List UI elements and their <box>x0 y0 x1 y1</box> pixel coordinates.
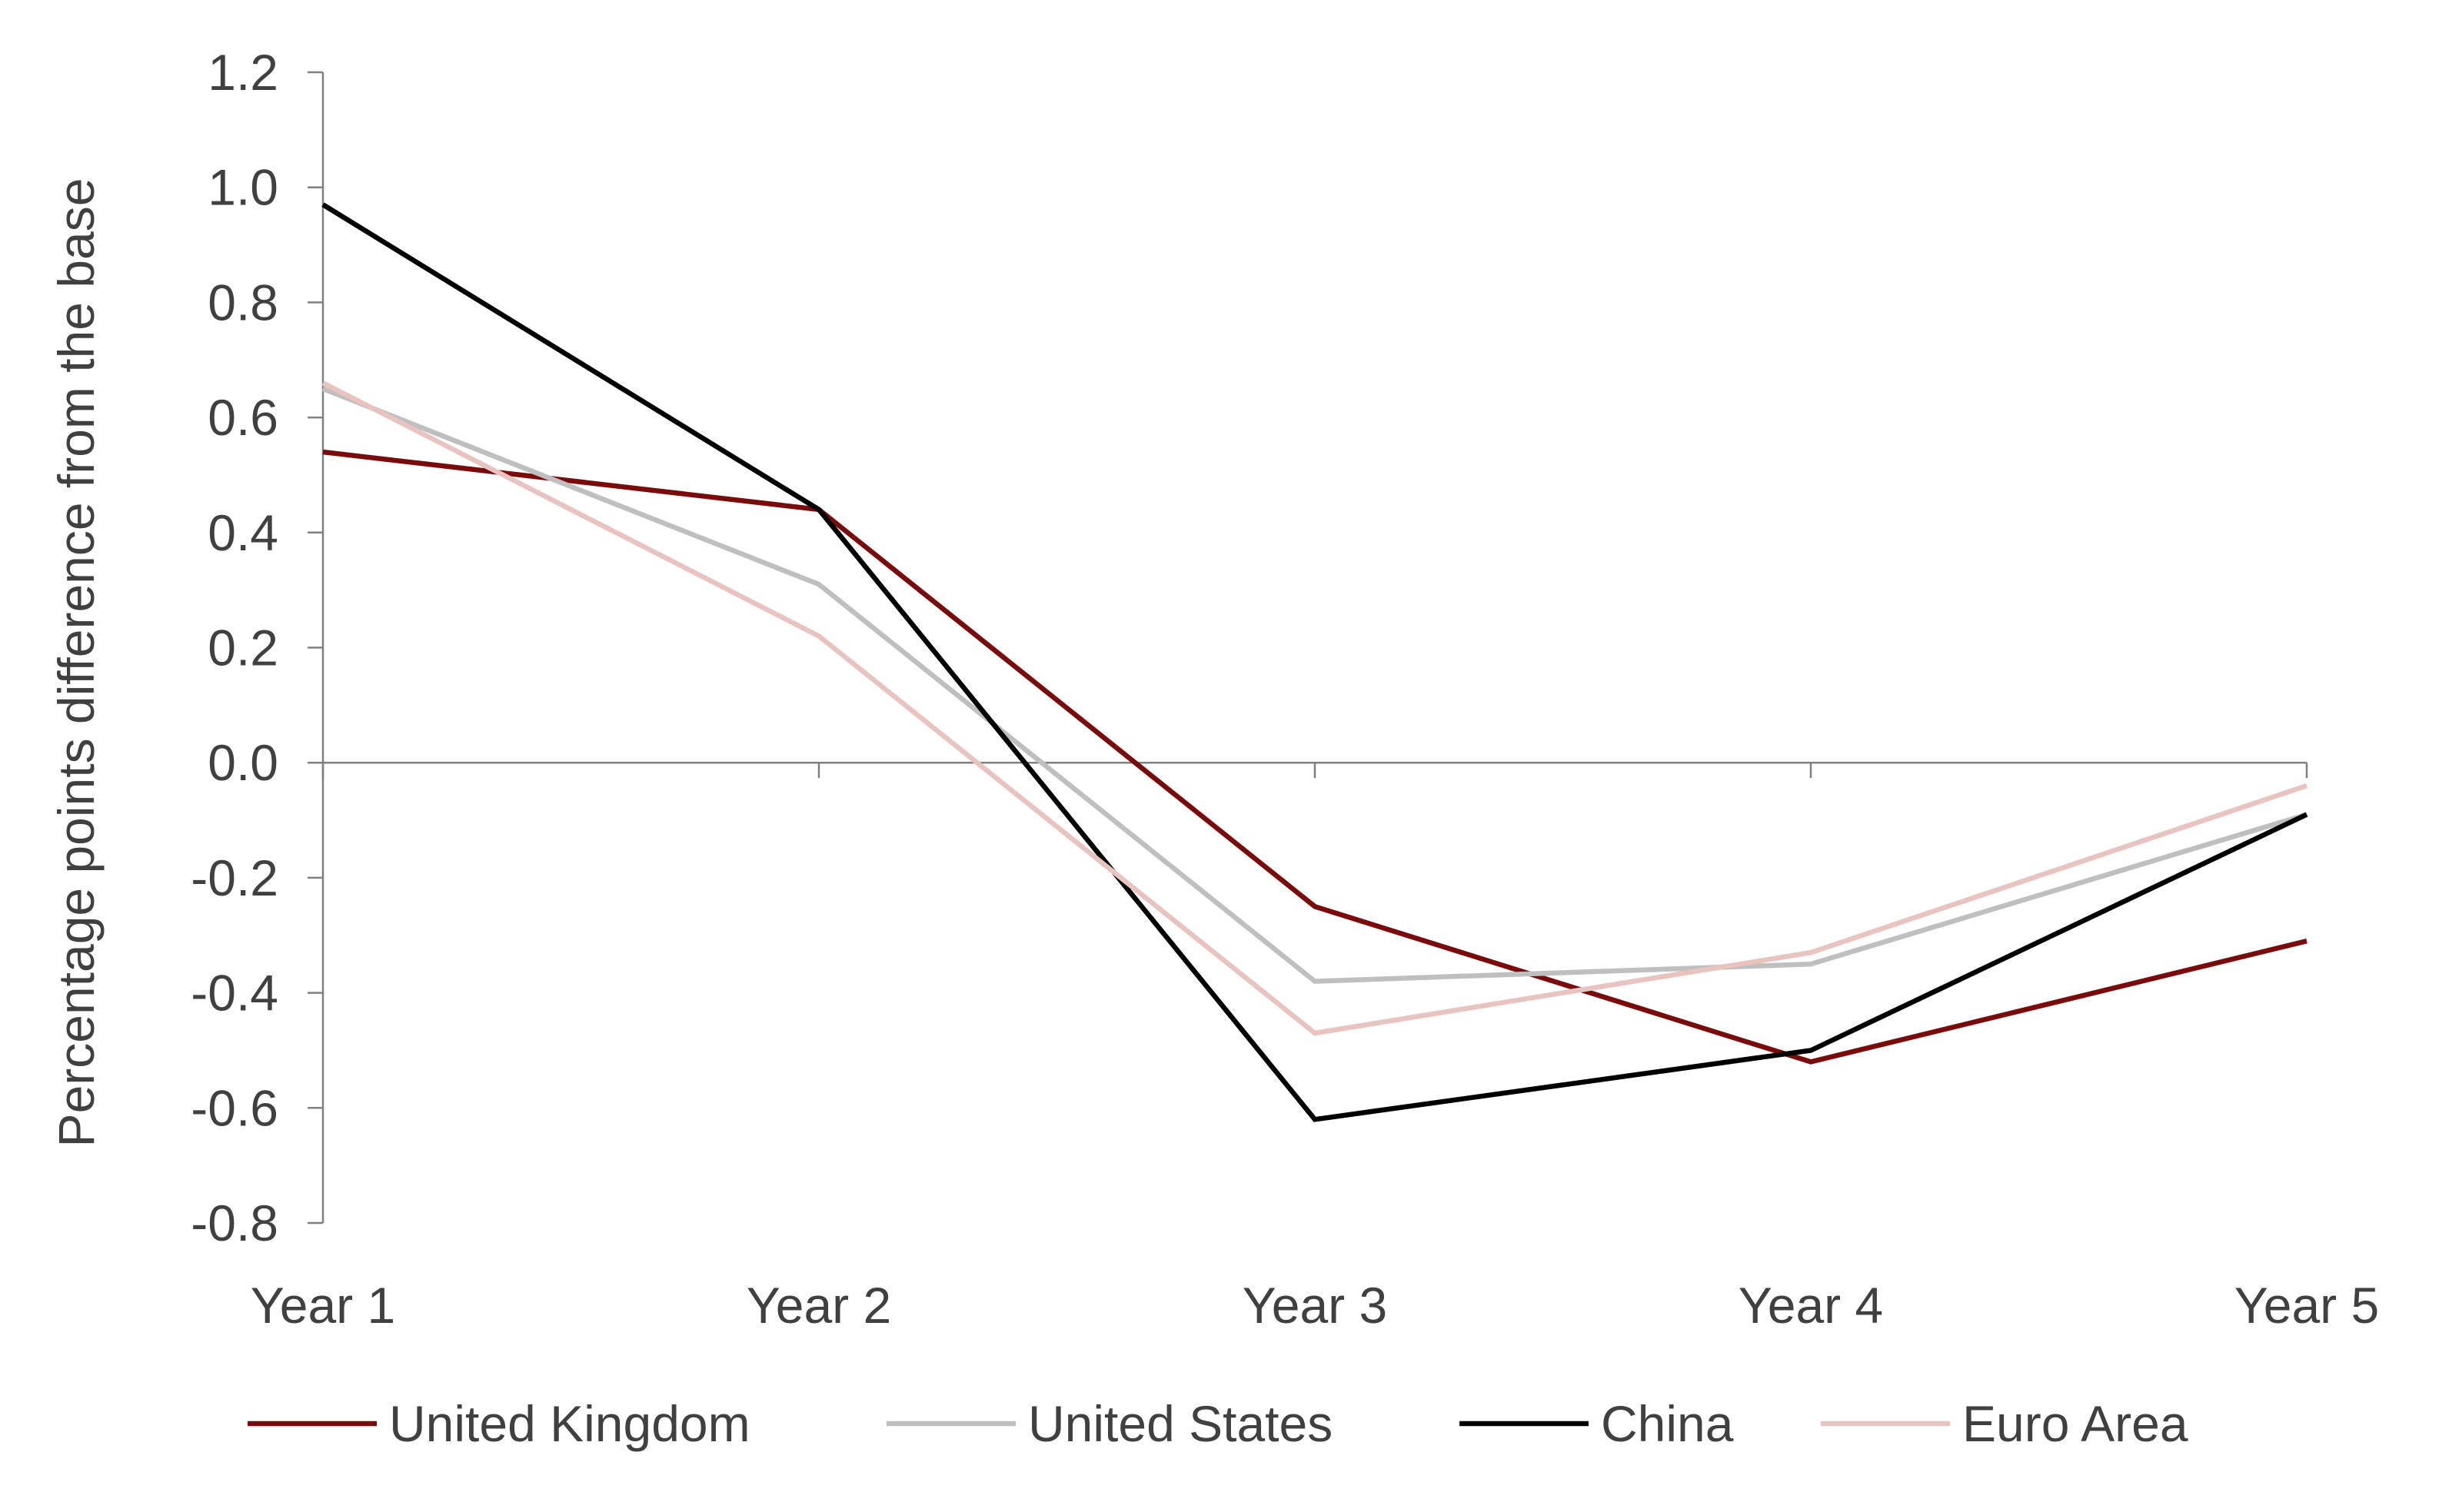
y-axis-title: Percentage points difference from the ba… <box>48 178 105 1148</box>
series-line-china <box>321 202 2308 1122</box>
y-axis-ticks: 1.2 1.0 0.8 0.6 0.4 0.2 0.0 -0.2 -0.4 -0.6 -0.8 <box>191 44 278 1251</box>
x-tick-label: Year 5 <box>2234 1277 2379 1334</box>
series-line-united-states <box>321 386 2308 984</box>
x-axis-ticks: Year 1 Year 2 Year 3 Year 4 Year 5 <box>251 1277 2379 1334</box>
y-tick-label: 0.2 <box>208 620 278 676</box>
y-tick-label: -0.2 <box>191 849 278 906</box>
series-lines <box>321 202 2308 1122</box>
y-tick-label: 1.2 <box>208 44 278 101</box>
x-tick-label: Year 3 <box>1243 1277 1387 1334</box>
legend-label-united-states: United States <box>1028 1395 1333 1452</box>
y-tick-label: -0.4 <box>191 965 278 1022</box>
axes <box>308 71 2308 1225</box>
y-tick-label: 0.4 <box>208 504 278 561</box>
series-line-euro-area <box>321 380 2308 1036</box>
series-line-united-kingdom <box>322 449 2308 1065</box>
x-tick-label: Year 4 <box>1739 1277 1883 1334</box>
legend-label-china: China <box>1601 1395 1734 1452</box>
x-tick-label: Year 2 <box>747 1277 891 1334</box>
y-tick-label: 0.0 <box>208 734 278 791</box>
legend-label-united-kingdom: United Kingdom <box>389 1395 750 1452</box>
y-tick-label: 0.8 <box>208 274 278 331</box>
legend: United Kingdom United States China Euro Are… <box>248 1395 2188 1452</box>
y-tick-label: -0.8 <box>191 1195 278 1251</box>
y-tick-label: 0.6 <box>208 389 278 446</box>
x-tick-label: Year 1 <box>251 1277 395 1334</box>
legend-label-euro-area: Euro Area <box>1962 1395 2188 1452</box>
y-tick-label: 1.0 <box>208 159 278 216</box>
y-tick-label: -0.6 <box>191 1079 278 1136</box>
